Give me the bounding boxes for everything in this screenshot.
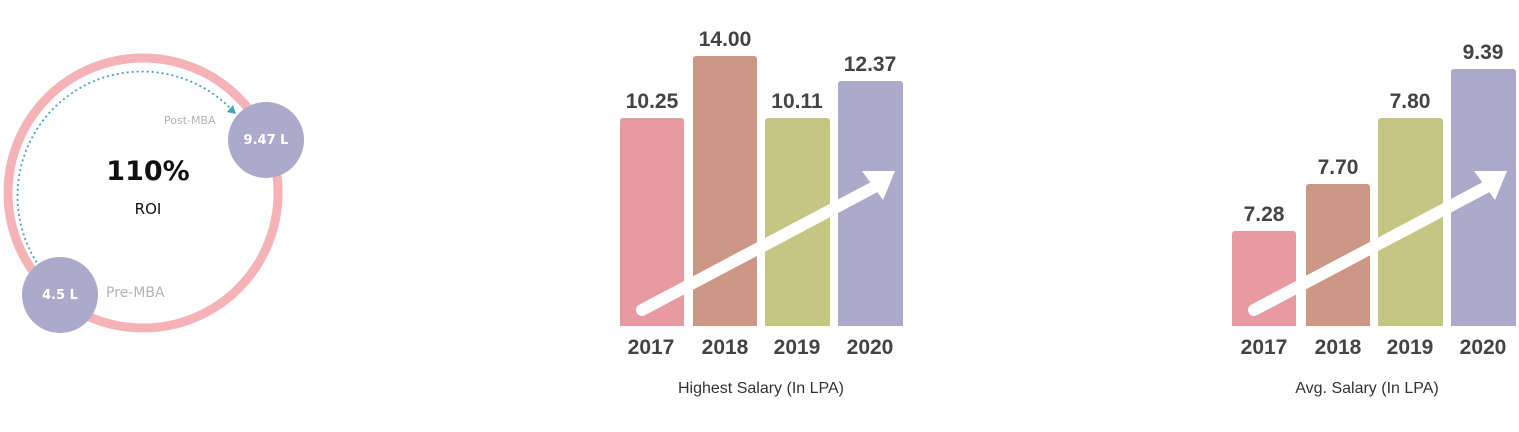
year-label: 2019 (1386, 336, 1434, 359)
roi-percentage: 110% (106, 156, 190, 187)
post-mba-value: 9.47 L (243, 132, 289, 148)
bar-value-label: 7.80 (1389, 90, 1431, 113)
year-label: 2017 (1240, 336, 1288, 359)
year-label: 2018 (701, 336, 749, 359)
year-label: 2018 (1314, 336, 1362, 359)
bar-value-label: 7.70 (1317, 156, 1359, 179)
roi-ring-icon (3, 53, 283, 333)
bar-value-label: 7.28 (1243, 203, 1285, 226)
bar-value-label: 14.00 (698, 28, 752, 51)
bar-value-label: 12.37 (843, 53, 897, 76)
year-label: 2020 (1459, 336, 1507, 359)
year-label: 2019 (773, 336, 821, 359)
year-label: 2020 (846, 336, 894, 359)
pre-mba-label: Pre-MBA (106, 285, 165, 301)
chart-title: Avg. Salary (In LPA) (1295, 380, 1439, 397)
bar-value-label: 10.25 (625, 90, 679, 113)
pre-mba-value: 4.5 L (42, 287, 78, 303)
roi-graphic: 110% ROI Post-MBA 9.47 L 4.5 L Pre-MBA (0, 0, 320, 432)
post-mba-label: Post-MBA (164, 114, 216, 127)
chart-title: Highest Salary (In LPA) (678, 380, 844, 397)
bar-value-label: 10.11 (771, 90, 823, 113)
pre-mba-bubble: 4.5 L (22, 257, 98, 333)
bar-value-label: 9.39 (1462, 41, 1504, 64)
roi-label: ROI (134, 200, 162, 218)
year-label: 2017 (627, 336, 675, 359)
post-mba-bubble: 9.47 L (228, 102, 304, 178)
